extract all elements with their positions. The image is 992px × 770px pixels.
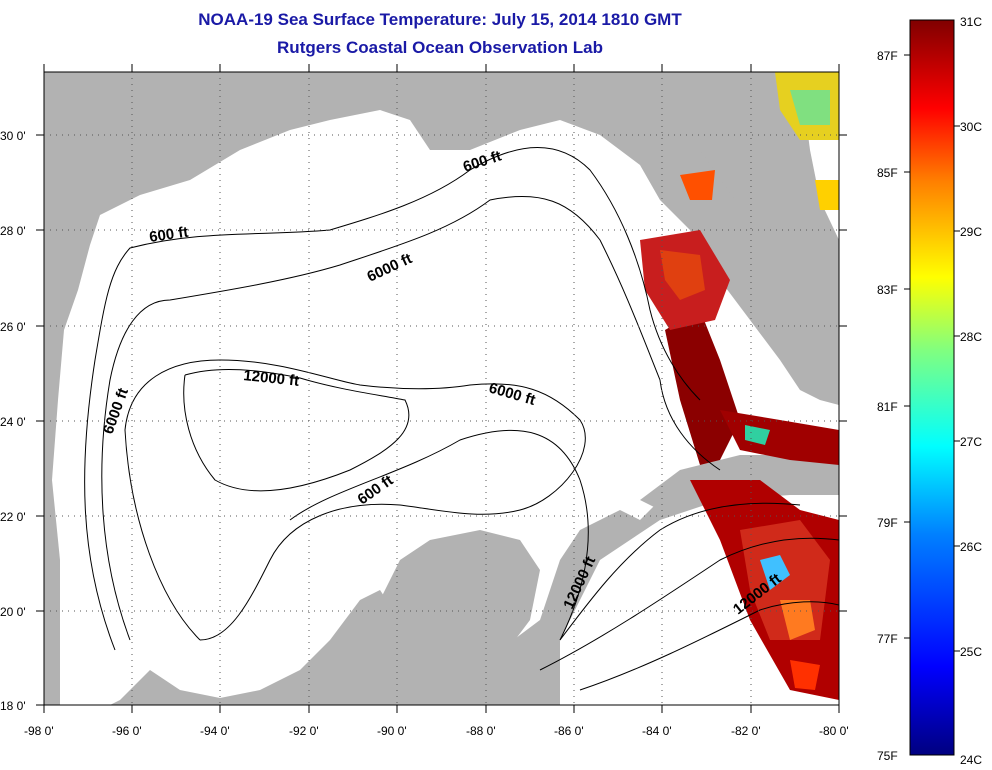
y-tick-label: 20 0' — [0, 605, 26, 619]
colorbar-f-label: 79F — [877, 516, 898, 530]
colorbar-c-label: 31C — [960, 15, 982, 29]
colorbar-c-label: 26C — [960, 540, 982, 554]
x-tick-label: -96 0' — [112, 724, 142, 738]
colorbar-c-labels: 31C 30C 29C 28C 27C 26C 25C 24C — [960, 15, 982, 767]
graticule — [44, 72, 839, 705]
x-axis-labels: -98 0' -96 0' -94 0' -92 0' -90 0' -88 0… — [24, 724, 849, 738]
bathymetry-contours — [84, 147, 839, 691]
colorbar-c-label: 28C — [960, 330, 982, 344]
colorbar-f-label: 85F — [877, 166, 898, 180]
colorbar-f-labels: 87F 85F 83F 81F 79F 77F 75F — [877, 49, 898, 763]
sst-swath — [640, 72, 839, 700]
colorbar-f-label: 75F — [877, 749, 898, 763]
colorbar-f-label: 87F — [877, 49, 898, 63]
colorbar-c-label: 24C — [960, 753, 982, 767]
y-axis-labels: 18 0' 20 0' 22 0' 24 0' 26 0' 28 0' 30 0… — [0, 129, 26, 713]
colorbar-f-label: 83F — [877, 283, 898, 297]
y-tick-label: 22 0' — [0, 510, 26, 524]
contour-label: 600 ft — [148, 224, 189, 246]
x-tick-label: -88 0' — [466, 724, 496, 738]
colorbar-c-label: 25C — [960, 645, 982, 659]
x-tick-label: -82 0' — [731, 724, 761, 738]
y-tick-label: 24 0' — [0, 415, 26, 429]
x-tick-label: -80 0' — [819, 724, 849, 738]
axis-ticks — [36, 64, 847, 713]
y-tick-label: 26 0' — [0, 320, 26, 334]
map-title: NOAA-19 Sea Surface Temperature: July 15… — [198, 10, 682, 29]
colorbar — [909, 19, 955, 756]
x-tick-label: -86 0' — [554, 724, 584, 738]
colorbar-c-label: 27C — [960, 435, 982, 449]
yucatan-peninsula — [380, 530, 540, 705]
x-tick-label: -90 0' — [377, 724, 407, 738]
florida-peninsula — [700, 72, 839, 395]
x-tick-label: -94 0' — [200, 724, 230, 738]
map-subtitle: Rutgers Coastal Ocean Observation Lab — [277, 38, 603, 57]
map-frame — [43, 71, 840, 706]
x-tick-label: -98 0' — [24, 724, 54, 738]
colorbar-f-label: 81F — [877, 400, 898, 414]
contour-label: 12000 ft — [243, 367, 300, 390]
x-tick-label: -84 0' — [642, 724, 672, 738]
y-tick-label: 18 0' — [0, 699, 26, 713]
colorbar-c-label: 29C — [960, 225, 982, 239]
colorbar-f-label: 77F — [877, 632, 898, 646]
y-tick-label: 28 0' — [0, 224, 26, 238]
colorbar-ticks — [904, 54, 960, 652]
x-tick-label: -92 0' — [289, 724, 319, 738]
y-tick-label: 30 0' — [0, 129, 26, 143]
colorbar-c-label: 30C — [960, 120, 982, 134]
